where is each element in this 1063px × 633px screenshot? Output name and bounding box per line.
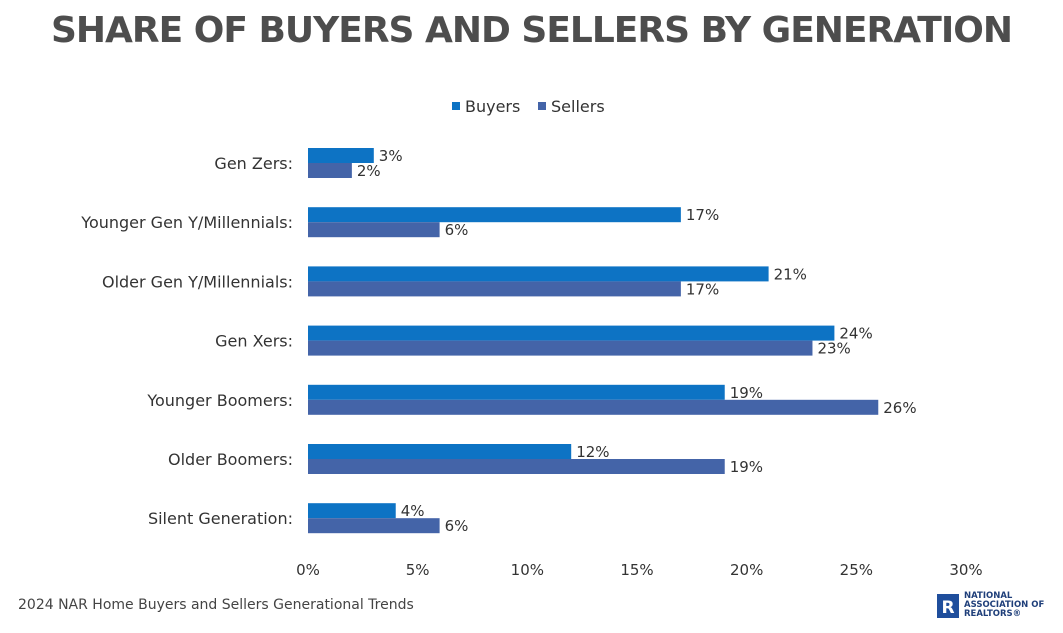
bar-buyers: [308, 384, 725, 400]
data-label-sellers: 17%: [686, 280, 719, 298]
x-tick-label: 15%: [620, 561, 653, 579]
realtor-r-logo-icon: R: [937, 593, 959, 618]
bar-buyers: [308, 207, 681, 223]
logo-line-3: REALTORS®: [964, 609, 1022, 619]
x-tick-label: 5%: [406, 561, 430, 579]
data-label-buyers: 17%: [686, 206, 719, 224]
category-label: Older Gen Y/Millennials:: [102, 272, 293, 291]
data-label-buyers: 24%: [839, 325, 872, 343]
bar-buyers: [308, 325, 835, 341]
bar-buyers: [308, 444, 572, 459]
category-label: Silent Generation:: [148, 509, 293, 528]
bar-sellers: [308, 399, 879, 415]
data-label-sellers: 23%: [817, 340, 850, 358]
source-note: 2024 NAR Home Buyers and Sellers Generat…: [18, 597, 414, 613]
bar-sellers: [308, 340, 813, 356]
bar-sellers: [308, 222, 440, 238]
bar-chart: Buyers Sellers Gen Zers: 3%2% Younger Gen Y/…: [80, 97, 982, 579]
legend-label-buyers: Buyers: [465, 97, 520, 116]
category-label: Gen Zers:: [214, 154, 293, 173]
x-tick-label: 20%: [730, 561, 763, 579]
logo-line-1: NATIONAL: [964, 591, 1013, 601]
bar-sellers: [308, 518, 440, 534]
logo-line-2: ASSOCIATION OF: [964, 600, 1045, 610]
data-label-buyers: 4%: [401, 502, 425, 520]
category-label: Younger Boomers:: [146, 391, 293, 410]
x-tick-label: 10%: [511, 561, 544, 579]
chart-title: SHARE OF BUYERS AND SELLERS BY GENERATIO…: [51, 10, 1013, 51]
bar-sellers: [308, 163, 352, 178]
data-label-buyers: 12%: [576, 443, 609, 461]
data-label-sellers: 2%: [357, 162, 381, 180]
data-label-sellers: 6%: [445, 517, 469, 535]
data-label-sellers: 26%: [883, 399, 916, 417]
data-label-buyers: 3%: [379, 147, 403, 165]
x-tick-label: 0%: [296, 561, 320, 579]
data-label-sellers: 19%: [730, 458, 763, 476]
category-label: Gen Xers:: [215, 332, 293, 351]
bar-sellers: [308, 281, 681, 297]
x-tick-label: 30%: [949, 561, 982, 579]
legend-swatch-buyers: [452, 102, 460, 110]
data-label-sellers: 6%: [445, 221, 469, 239]
data-label-buyers: 19%: [730, 384, 763, 402]
category-label: Older Boomers:: [168, 450, 293, 469]
bar-sellers: [308, 459, 725, 474]
nar-logo: R NATIONAL ASSOCIATION OF REALTORS®: [937, 592, 1044, 619]
category-label: Younger Gen Y/Millennials:: [80, 213, 293, 232]
legend-label-sellers: Sellers: [551, 97, 605, 116]
bar-buyers: [308, 503, 396, 519]
bar-buyers: [308, 148, 374, 163]
data-label-buyers: 21%: [774, 265, 807, 283]
legend-swatch-sellers: [538, 102, 546, 110]
bar-buyers: [308, 266, 769, 282]
logo-text: NATIONAL ASSOCIATION OF REALTORS®: [964, 592, 1044, 619]
x-tick-label: 25%: [840, 561, 873, 579]
